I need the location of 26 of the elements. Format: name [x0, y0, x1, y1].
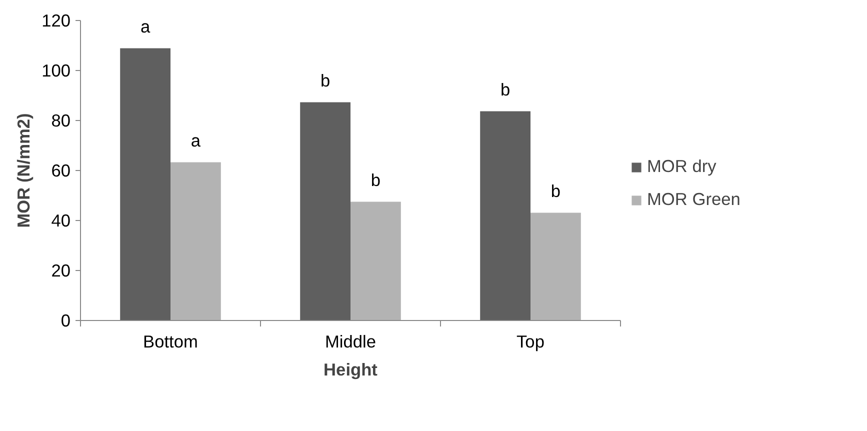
y-tick-label: 120 — [42, 10, 71, 30]
x-tick-label: Bottom — [143, 332, 198, 352]
y-tick-label: 100 — [42, 60, 71, 80]
bar — [170, 162, 221, 320]
y-tick-label: 60 — [51, 160, 71, 180]
bar — [120, 48, 170, 320]
bar — [480, 111, 530, 320]
legend-label: MOR dry — [647, 156, 716, 177]
bar — [300, 102, 350, 320]
data-label: a — [190, 130, 201, 150]
data-label: b — [370, 170, 381, 190]
y-tick-label: 20 — [51, 260, 71, 280]
bar — [530, 212, 581, 320]
y-axis-title: MOR (N/mm2) — [14, 113, 34, 228]
data-label: b — [320, 70, 330, 90]
x-axis-title: Height — [324, 360, 378, 380]
y-tick-label: 80 — [51, 110, 71, 130]
x-tick-label: Middle — [324, 332, 376, 352]
data-label: a — [140, 16, 150, 36]
y-tick-label: 40 — [51, 210, 71, 230]
legend-label: MOR Green — [647, 189, 740, 210]
data-label: b — [500, 79, 510, 100]
data-label: b — [550, 180, 561, 201]
y-tick-label: 0 — [60, 310, 71, 330]
bar — [350, 202, 401, 320]
x-tick-label: Top — [516, 332, 544, 352]
